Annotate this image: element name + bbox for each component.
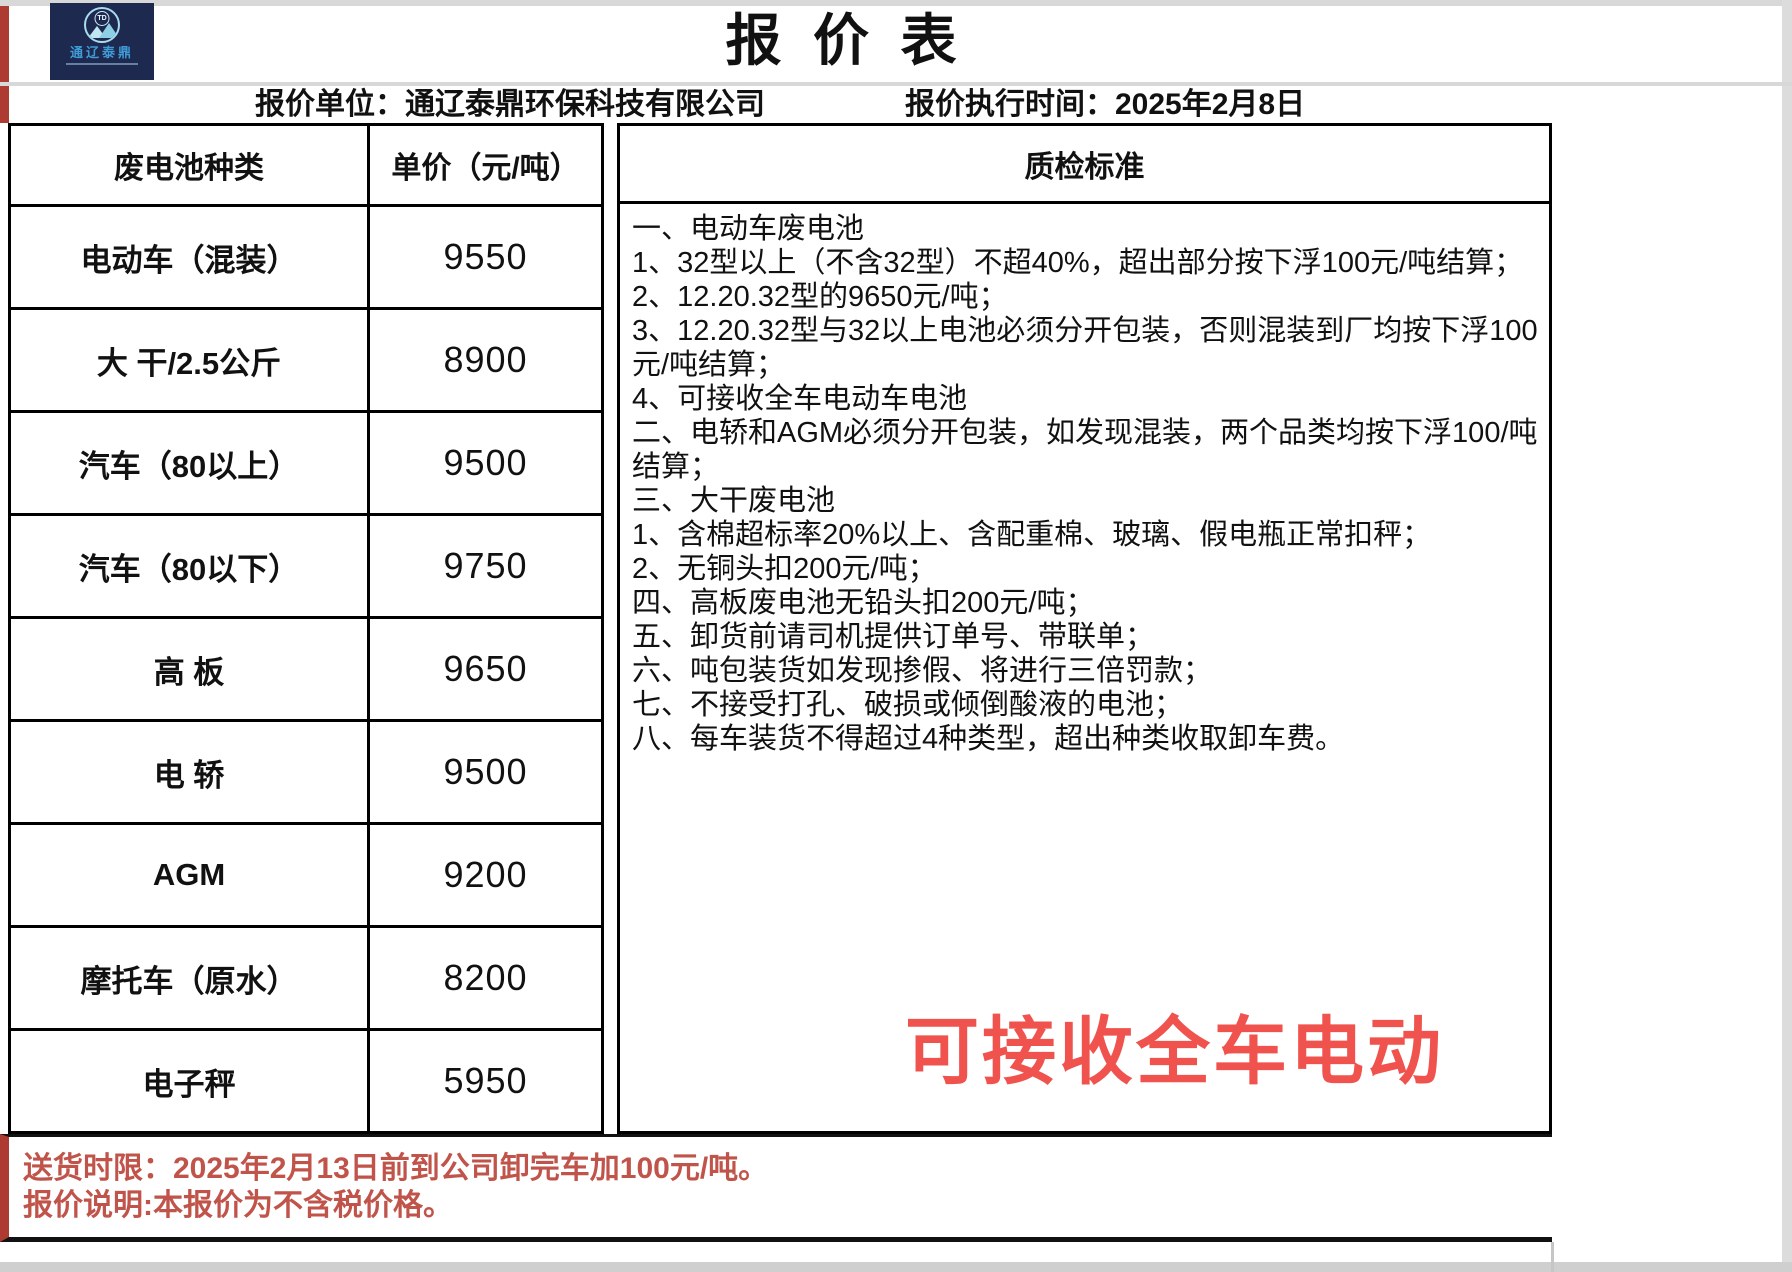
row-type-cell: 电动车（混装） (11, 204, 370, 307)
company-logo: TD 通辽泰鼎 (50, 3, 154, 80)
standards-body: 一、电动车废电池 1、32型以上（不含32型）不超40%，超出部分按下浮100元… (620, 204, 1549, 756)
left-red-strip-top (0, 6, 9, 82)
standards-line: 五、卸货前请司机提供订单号、带联单； (632, 621, 1155, 653)
bottom-gray-strip (0, 1262, 1792, 1272)
row-type-cell: 摩托车（原水） (11, 925, 370, 1028)
standards-line: 四、高板废电池无铅头扣200元/吨； (632, 587, 1095, 619)
row-price-cell: 5950 (370, 1028, 601, 1131)
standards-line: 2、12.20.32型的9650元/吨； (632, 281, 1008, 313)
row-price-cell: 8200 (370, 925, 601, 1028)
row-type-cell: 电 轿 (11, 719, 370, 822)
logo-pin-icon: TD (94, 11, 110, 26)
quote-time-line: 报价执行时间：2025年2月8日 (905, 88, 1306, 121)
bottom-vertical-divider (1551, 1242, 1554, 1272)
logo-company-name: 通辽泰鼎 (69, 45, 134, 60)
standards-line: 1、含棉超标率20%以上、含配重棉、玻璃、假电瓶正常扣秤； (632, 519, 1432, 551)
row-price-cell: 8900 (370, 307, 601, 410)
delivery-note: 送货时限：2025年2月13日前到公司卸完车加100元/吨。 (23, 1152, 769, 1185)
row-price-cell: 9550 (370, 204, 601, 307)
standards-header: 质检标准 (620, 126, 1549, 204)
column-header-price: 单价（元/吨） (391, 152, 580, 185)
right-gray-strip (1782, 0, 1792, 1272)
top-gray-strip (0, 0, 1792, 6)
standards-line: 八、每车装货不得超过4种类型，超出种类收取卸车费。 (632, 723, 1345, 755)
column-header-type: 废电池种类 (11, 126, 370, 204)
standards-line: 二、电轿和AGM必须分开包装，如发现混装，两个品类均按下浮100/吨结算； (632, 417, 1538, 483)
standards-panel: 质检标准 一、电动车废电池 1、32型以上（不含32型）不超40%，超出部分按下… (617, 123, 1552, 1134)
row-type-cell: 大 干/2.5公斤 (11, 307, 370, 410)
row-type-cell: AGM (11, 822, 370, 925)
left-red-strip-sub (0, 86, 9, 123)
row-type-cell: 汽车（80以下） (11, 513, 370, 616)
standards-line: 3、12.20.32型与32以上电池必须分开包装，否则混装到厂均按下浮100元/… (632, 315, 1538, 381)
logo-caption-line (66, 63, 138, 65)
logo-compass-icon: TD (84, 7, 120, 43)
row-price-cell: 9500 (370, 410, 601, 513)
tax-note: 报价说明:本报价为不含税价格。 (23, 1189, 453, 1222)
row-type-cell: 高 板 (11, 616, 370, 719)
standards-line: 三、大干废电池 (632, 485, 836, 517)
standards-line: 六、吨包装货如发现掺假、将进行三倍罚款； (632, 655, 1213, 687)
row-price-cell: 9200 (370, 822, 601, 925)
row-type-cell: 电子秤 (11, 1028, 370, 1131)
row-price-cell: 9650 (370, 616, 601, 719)
standards-line: 一、电动车废电池 (632, 213, 865, 245)
header-divider (0, 82, 1792, 86)
row-price-cell: 9500 (370, 719, 601, 822)
standards-line: 1、32型以上（不含32型）不超40%，超出部分按下浮100元/吨结算； (632, 247, 1524, 279)
standards-line: 七、不接受打孔、破损或倾倒酸液的电池； (632, 689, 1184, 721)
highlight-text: 可接收全车电动 (905, 1010, 1444, 1093)
row-price-cell: 9750 (370, 513, 601, 616)
mountain-icon (99, 23, 118, 38)
standards-line: 4、可接收全车电动车电池 (632, 383, 968, 415)
quote-company-line: 报价单位：通辽泰鼎环保科技有限公司 (255, 88, 765, 121)
standards-line: 2、无铜头扣200元/吨； (632, 553, 937, 585)
page-title: 报 价 表 (725, 9, 965, 72)
price-table: 废电池种类 单价（元/吨） 电动车（混装） 9550 大 干/2.5公斤 890… (8, 123, 604, 1134)
row-type-cell: 汽车（80以上） (11, 410, 370, 513)
footer-note-box: 送货时限：2025年2月13日前到公司卸完车加100元/吨。 报价说明:本报价为… (0, 1134, 1552, 1242)
